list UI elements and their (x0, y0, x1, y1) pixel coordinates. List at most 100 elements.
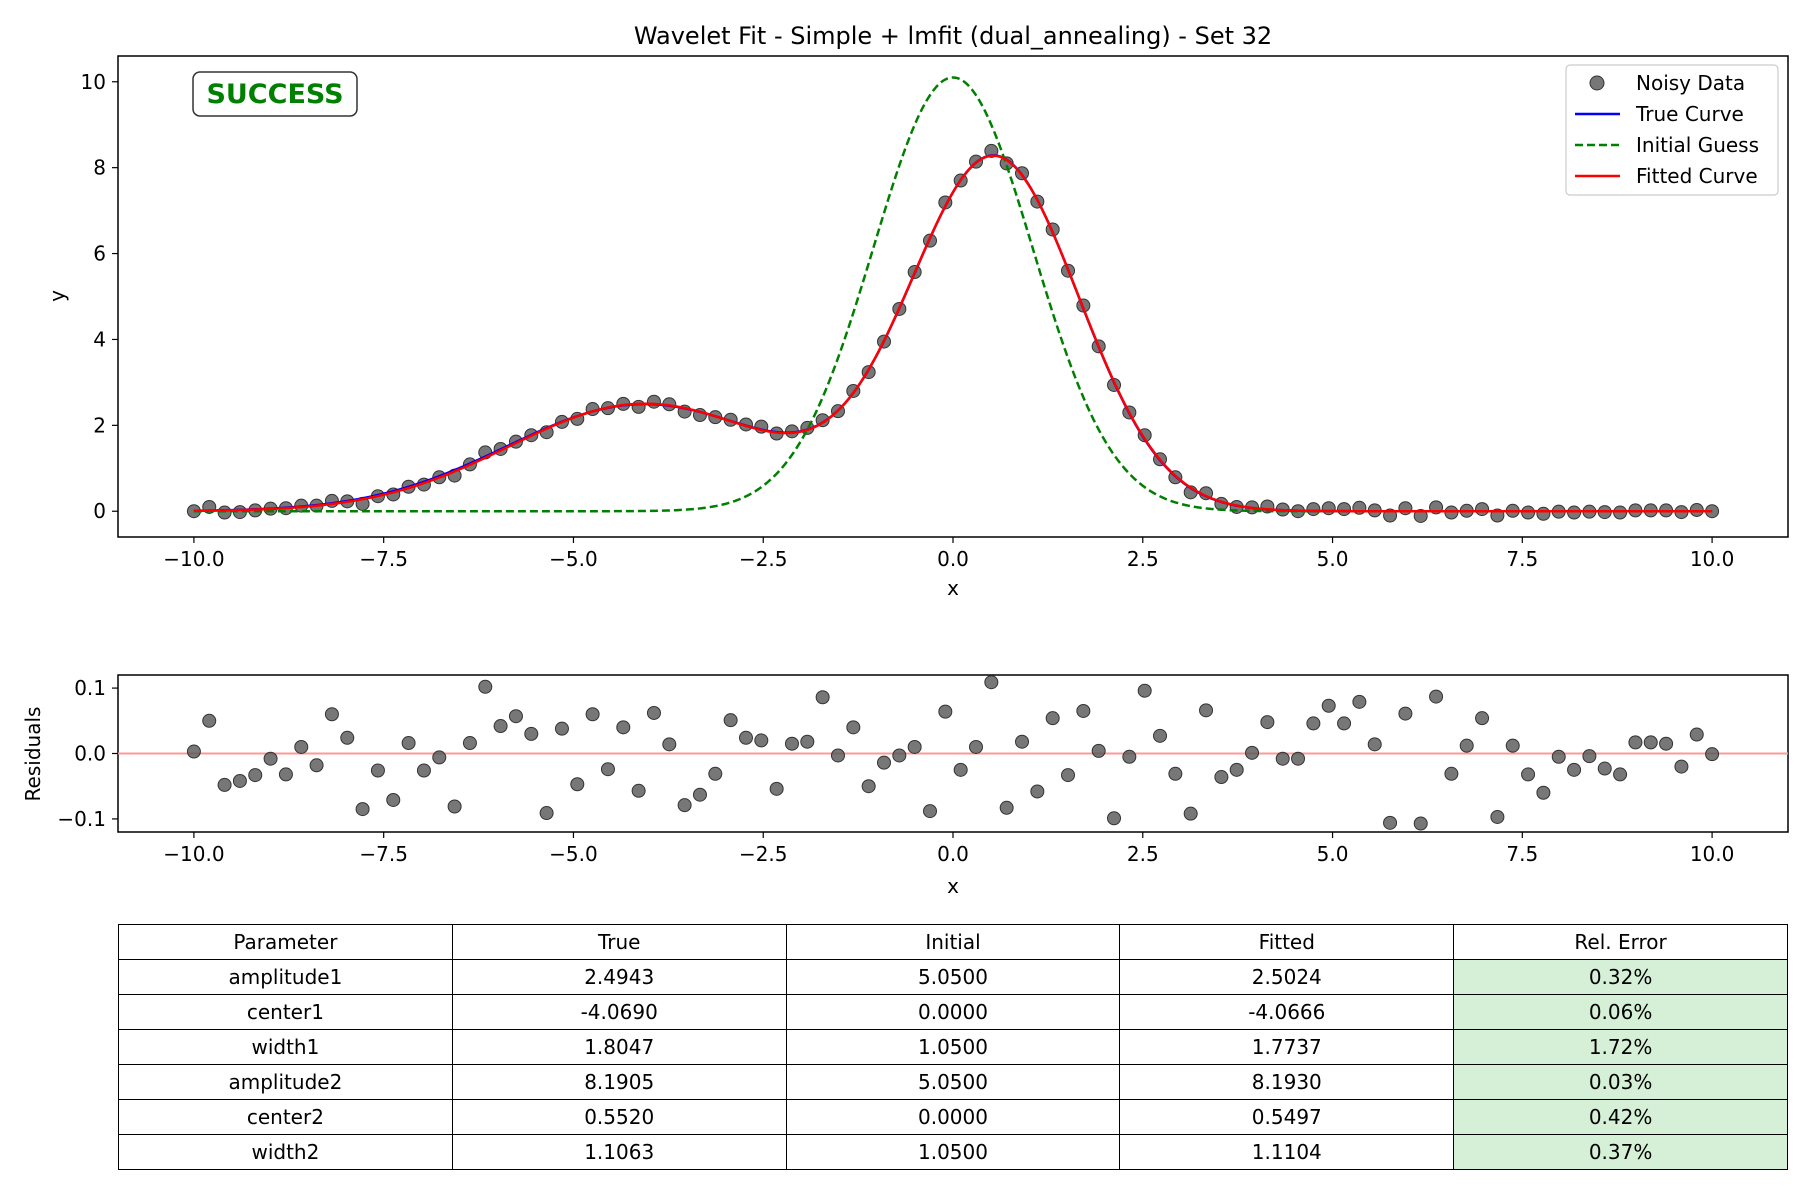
residual-point (309, 758, 324, 773)
fit-y-tick-label: 0 (93, 499, 106, 523)
residual-point (1291, 751, 1306, 766)
residual-point (294, 739, 309, 754)
table-row: amplitude2 8.1905 5.0500 8.1930 0.03% (118, 1064, 1788, 1100)
table-cell-fitted: 8.1930 (1119, 1064, 1455, 1100)
fit-y-tick-label: 10 (81, 70, 106, 94)
noisy-data-point (984, 143, 999, 158)
residual-point (907, 739, 922, 754)
residual-point (662, 737, 677, 752)
table-row: width1 1.8047 1.0500 1.7737 1.72% (118, 1029, 1788, 1065)
residuals-x-tick-label: 10.0 (1690, 842, 1735, 866)
fit-plot-area (186, 76, 1720, 523)
residual-point (186, 744, 201, 759)
residual-point (1030, 784, 1045, 799)
residual-point (524, 726, 539, 741)
residual-point (769, 781, 784, 796)
legend-box (1565, 64, 1779, 196)
table-row: center2 0.5520 0.0000 0.5497 0.42% (118, 1099, 1788, 1135)
table-cell-parameter: amplitude2 (118, 1064, 453, 1100)
residual-point (1398, 706, 1413, 721)
noisy-data-point (646, 394, 661, 409)
table-header-row: Parameter True Initial Fitted Rel. Error (118, 924, 1788, 960)
legend-marker-noisy-data (1589, 75, 1605, 91)
residual-point (800, 734, 815, 749)
legend-label-fitted-curve: Fitted Curve (1636, 164, 1758, 188)
noisy-data-point (1689, 502, 1704, 517)
residual-point (324, 707, 339, 722)
fit-y-tick-label: 4 (93, 327, 106, 351)
residuals-panel: −10.0 −7.5 −5.0 −2.5 0.0 2.5 5.0 7.5 10.0 −0.1 0.0… (21, 674, 1789, 898)
table-cell-true: 1.8047 (451, 1029, 787, 1065)
residual-point (1475, 711, 1490, 726)
noisy-data-point (1413, 508, 1428, 523)
residual-point (370, 763, 385, 778)
table-cell-rel-error: 0.32% (1453, 959, 1788, 995)
residual-point (1337, 716, 1352, 731)
fit-x-tick-label: −7.5 (359, 547, 408, 571)
residual-point (1705, 747, 1720, 762)
noisy-data-point (1306, 502, 1321, 517)
fit-y-axis-label: y (45, 290, 69, 302)
residual-point (355, 802, 370, 817)
residual-point (1643, 735, 1658, 750)
residual-point (1521, 767, 1536, 782)
table-cell-parameter: width2 (118, 1134, 453, 1170)
table-cell-true: -4.0690 (451, 994, 787, 1030)
table-row: center1 -4.0690 0.0000 -4.0666 0.06% (118, 994, 1788, 1030)
residual-point (815, 690, 830, 705)
residual-point (892, 748, 907, 763)
residual-point (692, 787, 707, 802)
fit-panel: −10.0 −7.5 −5.0 −2.5 0.0 2.5 5.0 7.5 10.0 0 2 4 6 8 10… (45, 55, 1789, 600)
residual-point (1674, 759, 1689, 774)
residual-point (1076, 703, 1091, 718)
table-header-cell: Initial (785, 924, 1121, 960)
noisy-data-point (1567, 505, 1582, 520)
table-header-cell: Fitted (1119, 924, 1455, 960)
residual-point (1137, 683, 1152, 698)
residual-point (953, 762, 968, 777)
table-cell-fitted: 2.5024 (1119, 959, 1455, 995)
residual-point (738, 730, 753, 745)
table-cell-true: 0.5520 (451, 1099, 787, 1135)
fit-x-tick-label: −10.0 (163, 547, 224, 571)
residual-point (1306, 716, 1321, 731)
residuals-x-tick-label: 2.5 (1127, 842, 1159, 866)
residual-point (999, 800, 1014, 815)
residuals-y-tick-label: 0.1 (74, 676, 106, 700)
table-cell-initial: 0.0000 (785, 1099, 1121, 1135)
residuals-y-tick-label: −0.1 (57, 807, 106, 831)
residual-point (876, 755, 891, 770)
residual-point (447, 799, 462, 814)
residual-point (1122, 749, 1137, 764)
residual-point (401, 736, 416, 751)
residual-point (232, 773, 247, 788)
noisy-data-point (1321, 501, 1336, 516)
noisy-data-point (1613, 505, 1628, 520)
residual-point (554, 721, 569, 736)
residual-point (723, 713, 738, 728)
residual-point (754, 733, 769, 748)
table-cell-rel-error: 1.72% (1453, 1029, 1788, 1065)
residual-point (1352, 694, 1367, 709)
residual-point (1582, 749, 1597, 764)
fit-ticks: −10.0 −7.5 −5.0 −2.5 0.0 2.5 5.0 7.5 10.0 0 2 4 6 8 10 (81, 70, 1735, 571)
residual-point (585, 707, 600, 722)
residuals-x-tick-label: 5.0 (1317, 842, 1349, 866)
noisy-data-point (1337, 502, 1352, 517)
noisy-data-point (1536, 506, 1551, 521)
fit-x-tick-label: −2.5 (739, 547, 788, 571)
table-cell-true: 2.4943 (451, 959, 787, 995)
residuals-y-tick-label: 0.0 (74, 742, 106, 766)
legend-item-initial-guess: Initial Guess (1575, 133, 1759, 157)
residual-point (1045, 711, 1060, 726)
residual-point (462, 736, 477, 751)
residual-point (1413, 816, 1428, 831)
residual-point (386, 792, 401, 807)
noisy-data-point (1475, 502, 1490, 517)
residual-point (1091, 743, 1106, 758)
legend-label-noisy-data: Noisy Data (1636, 71, 1745, 95)
table-cell-fitted: 0.5497 (1119, 1099, 1455, 1135)
residual-point (493, 719, 508, 734)
residual-point (263, 751, 278, 766)
residual-point (1183, 806, 1198, 821)
